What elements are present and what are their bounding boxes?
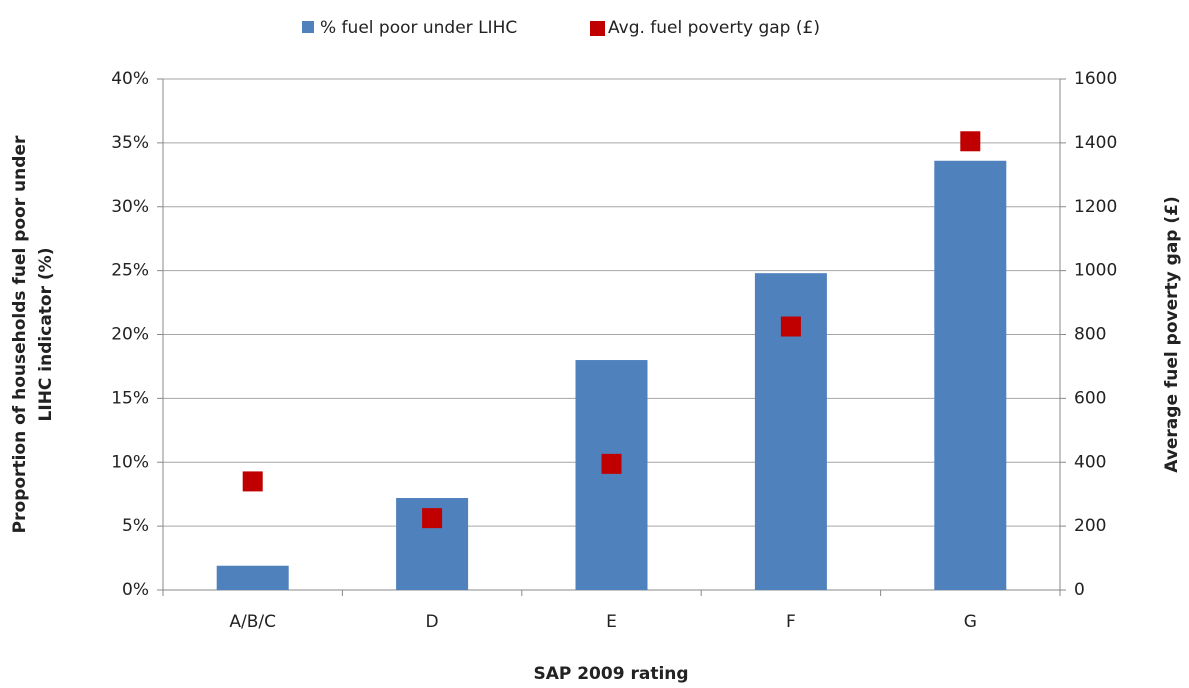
marker	[780, 316, 801, 337]
bar	[216, 565, 289, 590]
y2-tick-label: 400	[1074, 452, 1106, 472]
y2-tick-label: 1200	[1074, 197, 1117, 217]
marker	[422, 508, 443, 529]
marker	[960, 131, 981, 152]
marker	[242, 471, 263, 492]
x-tick-label: G	[964, 612, 977, 632]
legend-label: Avg. fuel poverty gap (£)	[608, 18, 820, 38]
y-tick-label: 35%	[111, 133, 149, 153]
y-tick-label: 10%	[111, 452, 149, 472]
y-tick-label: 40%	[111, 69, 149, 89]
legend-label: % fuel poor under LIHC	[320, 18, 517, 38]
y-tick-label: 25%	[111, 261, 149, 281]
y2-tick-label: 200	[1074, 516, 1106, 536]
x-tick-label: A/B/C	[229, 612, 276, 632]
y2-tick-label: 600	[1074, 388, 1106, 408]
y2-axis-title: Average fuel poverty gap (£)	[1162, 196, 1182, 472]
y-axis-title: LIHC indicator (%)	[36, 248, 56, 422]
x-axis-title: SAP 2009 rating	[533, 664, 688, 684]
y-tick-label: 5%	[122, 516, 149, 536]
legend-swatch	[590, 21, 605, 36]
legend-swatch	[302, 21, 314, 33]
y-tick-label: 0%	[122, 580, 149, 600]
y2-tick-label: 1600	[1074, 69, 1117, 89]
y-tick-label: 30%	[111, 197, 149, 217]
y2-tick-label: 800	[1074, 325, 1106, 345]
y-tick-label: 20%	[111, 325, 149, 345]
y2-tick-label: 0	[1074, 580, 1085, 600]
bar	[934, 160, 1007, 590]
y-axis-title: Proportion of households fuel poor under	[10, 135, 30, 533]
x-tick-label: E	[606, 612, 617, 632]
y2-tick-label: 1400	[1074, 133, 1117, 153]
y2-tick-label: 1000	[1074, 261, 1117, 281]
bar	[575, 360, 648, 590]
y-tick-label: 15%	[111, 388, 149, 408]
marker	[601, 453, 622, 474]
x-tick-label: F	[786, 612, 796, 632]
x-tick-label: D	[426, 612, 439, 632]
